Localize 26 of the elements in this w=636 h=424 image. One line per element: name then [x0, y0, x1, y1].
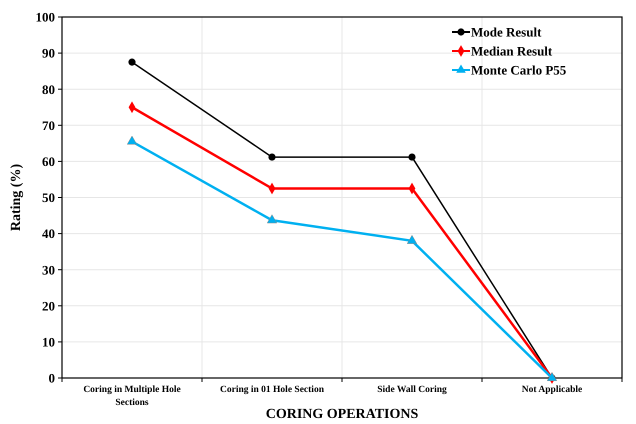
y-tick-label: 30	[42, 262, 55, 278]
legend-label: Median Result	[471, 44, 553, 59]
y-axis-title: Rating (%)	[9, 164, 24, 232]
x-tick-label: Coring in Multiple Hole Sections	[83, 385, 181, 408]
y-tick-label: 40	[42, 226, 55, 242]
legend-label: Monte Carlo P55	[471, 62, 567, 78]
x-tick-label: Side Wall Coring	[377, 385, 447, 395]
y-tick-label: 70	[42, 118, 55, 133]
x-axis-title: CORING OPERATIONS	[266, 407, 419, 422]
point	[128, 58, 136, 66]
point	[126, 136, 138, 145]
y-tick-label: 60	[42, 154, 55, 169]
point	[266, 214, 278, 224]
y-tick-label: 50	[42, 190, 55, 206]
y-tick-label: 0	[48, 370, 55, 386]
x-tick-label: Not Applicable	[522, 385, 582, 395]
y-tick-label: 90	[42, 46, 55, 61]
y-tick-label: 80	[42, 82, 55, 97]
y-tick-label: 100	[36, 10, 55, 25]
legend-label: Mode Result	[471, 24, 542, 40]
point	[406, 235, 418, 244]
point	[408, 154, 416, 161]
point	[268, 154, 276, 161]
y-tick-label: 10	[42, 334, 55, 350]
x-tick-label: Coring in 01 Hole Section	[220, 385, 325, 395]
y-tick-label: 20	[42, 298, 55, 314]
